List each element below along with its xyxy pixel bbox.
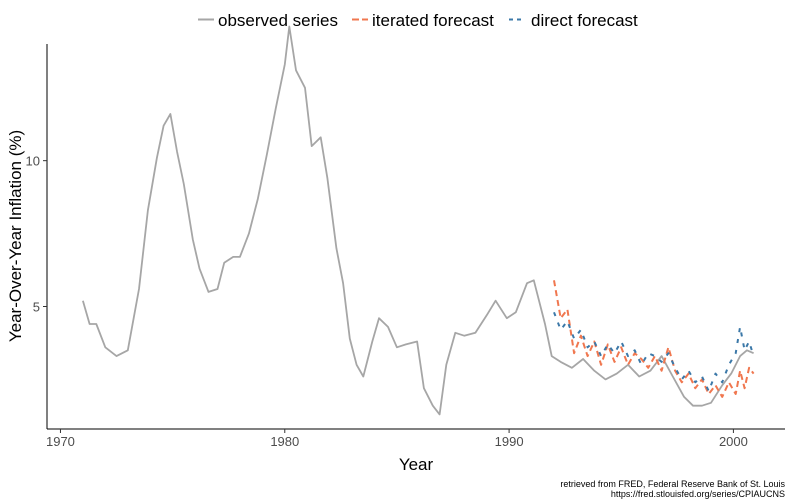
series-layer	[82, 25, 755, 416]
series-line-observed-series	[82, 25, 754, 416]
x-tick-label: 1970	[46, 434, 75, 449]
x-axis-title: Year	[399, 455, 434, 474]
legend-label-observed: observed series	[218, 11, 338, 30]
legend: observed series iterated forecast direct…	[198, 11, 638, 30]
caption-source: retrieved from FRED, Federal Reserve Ban…	[560, 479, 785, 489]
legend-label-iterated: iterated forecast	[372, 11, 494, 30]
x-tick-label: 1980	[270, 434, 299, 449]
legend-label-direct: direct forecast	[531, 11, 638, 30]
y-tick-label: 10	[26, 154, 40, 169]
y-axis-ticks: 5 10	[26, 154, 47, 315]
x-tick-label: 1990	[495, 434, 524, 449]
y-tick-label: 5	[33, 300, 40, 315]
x-axis-ticks: 1970 1980 1990 2000	[46, 429, 748, 449]
series-line-direct-forecast	[553, 311, 755, 393]
x-tick-label: 2000	[719, 434, 748, 449]
series-line-iterated-forecast	[553, 280, 755, 398]
y-axis-title: Year-Over-Year Inflation (%)	[6, 130, 25, 342]
caption-url: https://fred.stlouisfed.org/series/CPIAU…	[611, 489, 785, 499]
